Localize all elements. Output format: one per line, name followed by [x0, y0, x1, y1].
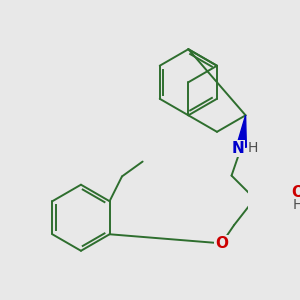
Text: H: H [292, 198, 300, 212]
Polygon shape [236, 115, 246, 147]
Text: O: O [215, 236, 228, 251]
Text: N: N [232, 141, 244, 156]
Polygon shape [255, 188, 290, 199]
Text: O: O [291, 184, 300, 200]
Text: H: H [248, 141, 258, 155]
